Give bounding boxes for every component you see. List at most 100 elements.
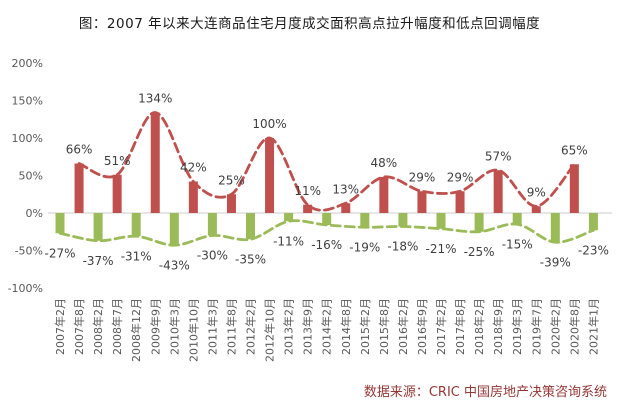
bar-value-label: -25% (464, 245, 495, 259)
x-axis-tick-label: 2019年3月 (510, 298, 524, 355)
bar-negative (93, 213, 103, 241)
bar-value-label: 100% (252, 117, 286, 131)
bar-positive (531, 206, 541, 213)
bar-value-label: 29% (409, 170, 436, 184)
chart-title: 图：2007 年以来大连商品住宅月度成交面积高点拉升幅度和低点回调幅度 (78, 16, 541, 32)
bar-positive (188, 181, 198, 213)
bar-value-label: 29% (447, 170, 474, 184)
bar-positive (379, 177, 389, 213)
bar-positive (112, 174, 122, 213)
bar-value-label: -37% (83, 254, 114, 268)
bar-negative (207, 213, 217, 236)
bar-value-label: 13% (332, 182, 359, 196)
y-axis-tick-label: 50% (19, 170, 43, 183)
bar-value-label: -39% (540, 255, 571, 269)
bar-value-label: -27% (44, 246, 75, 260)
x-axis-tick-label: 2012年10月 (263, 298, 277, 362)
x-axis-tick-label: 2017年2月 (434, 298, 448, 355)
x-axis-tick-label: 2011年8月 (224, 298, 238, 355)
bar-value-label: 65% (561, 143, 588, 157)
bar-negative (550, 213, 560, 243)
bar-value-label: 11% (294, 184, 321, 198)
x-axis-tick-label: 2020年8月 (567, 298, 581, 355)
x-axis-tick-label: 2018年2月 (472, 298, 486, 355)
bar-positive (265, 138, 275, 213)
bar-value-label: -30% (197, 249, 228, 263)
x-axis-tick-label: 2016年2月 (396, 298, 410, 355)
positive-trend-line (77, 111, 576, 212)
bar-negative (436, 213, 446, 229)
x-axis-tick-label: 2008年2月 (91, 298, 105, 355)
x-axis-tick-label: 2015年8月 (377, 298, 391, 355)
bar-negative (588, 213, 598, 231)
bar-value-label: -15% (502, 237, 533, 251)
x-axis-tick-label: 2008年7月 (110, 298, 124, 355)
bar-positive (341, 203, 351, 213)
bar-negative (322, 213, 332, 225)
bar-value-label: 48% (371, 156, 398, 170)
bar-negative (398, 213, 408, 227)
bar-value-label: 134% (138, 92, 172, 106)
bar-positive (150, 112, 160, 213)
x-axis-tick-label: 2008年12月 (129, 298, 143, 362)
bar-negative (246, 213, 255, 240)
bar-positive (226, 194, 236, 213)
bar-value-label: -11% (273, 234, 304, 248)
x-axis-tick-label: 2012年2月 (244, 298, 258, 355)
bar-value-label: -23% (578, 243, 609, 257)
bar-value-label: -43% (159, 258, 190, 272)
data-source-caption: 数据来源：CRIC 中国房地产决策咨询系统 (363, 385, 607, 400)
x-axis-tick-label: 2014年8月 (339, 298, 353, 355)
bar-value-label: 57% (485, 149, 512, 163)
bar-value-label: 9% (527, 185, 546, 199)
x-axis-tick-label: 2018年9月 (491, 298, 505, 355)
bar-value-label: -18% (387, 240, 418, 254)
bar-value-label: -21% (425, 242, 456, 256)
y-axis-tick-label: 150% (12, 95, 43, 108)
bar-negative (131, 213, 141, 237)
x-axis-tick-label: 2010年10月 (186, 298, 200, 362)
x-axis-tick-label: 2009年9月 (148, 298, 162, 355)
bar-positive (417, 191, 427, 213)
bar-positive (493, 170, 503, 213)
bar-value-label: 51% (104, 154, 131, 168)
x-axis-tick-label: 2016年9月 (415, 298, 429, 355)
x-axis-tick-label: 2013年2月 (282, 298, 296, 355)
bar-negative (360, 213, 370, 228)
bar-negative (512, 213, 522, 225)
bar-value-label: 25% (218, 173, 245, 187)
x-axis-tick-label: 2014年2月 (320, 298, 334, 355)
x-axis-tick-label: 2021年1月 (586, 298, 600, 355)
x-axis-tick-label: 2020年2月 (548, 298, 562, 355)
y-axis-tick-label: -100% (8, 282, 43, 295)
x-axis-tick-label: 2010年3月 (167, 298, 181, 355)
bar-value-label: 66% (66, 143, 93, 157)
bar-value-label: -31% (121, 249, 152, 263)
x-axis-tick-label: 2013年9月 (301, 298, 315, 355)
bar-positive (569, 164, 579, 213)
bar-positive (455, 191, 465, 213)
bar-negative (474, 213, 484, 232)
y-axis-tick-label: 0% (26, 207, 43, 220)
bar-value-label: -16% (311, 238, 342, 252)
x-axis-tick-label: 2017年8月 (453, 298, 467, 355)
bar-negative (55, 213, 65, 234)
x-axis-tick-label: 2011年3月 (205, 298, 219, 355)
y-axis-tick-label: -50% (15, 245, 43, 258)
bar-value-label: -35% (235, 252, 266, 266)
bar-positive (74, 163, 84, 213)
x-axis-tick-label: 2019年7月 (529, 298, 543, 355)
bar-value-label: -19% (349, 240, 380, 254)
x-axis-tick-label: 2007年8月 (72, 298, 86, 355)
bar-value-label: 42% (180, 161, 207, 175)
x-axis-tick-label: 2015年2月 (358, 298, 372, 355)
bar-positive (303, 204, 313, 213)
y-axis-tick-label: 200% (12, 57, 43, 70)
negative-trend-line (58, 219, 595, 247)
bar-negative (284, 213, 294, 222)
y-axis-tick-label: 100% (12, 132, 43, 145)
bar-negative (169, 213, 179, 246)
x-axis-tick-label: 2007年2月 (53, 298, 67, 355)
